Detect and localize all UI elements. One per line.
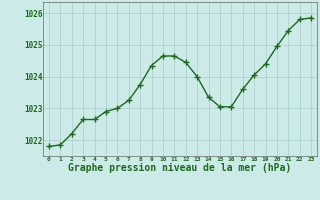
X-axis label: Graphe pression niveau de la mer (hPa): Graphe pression niveau de la mer (hPa) [68,163,292,173]
